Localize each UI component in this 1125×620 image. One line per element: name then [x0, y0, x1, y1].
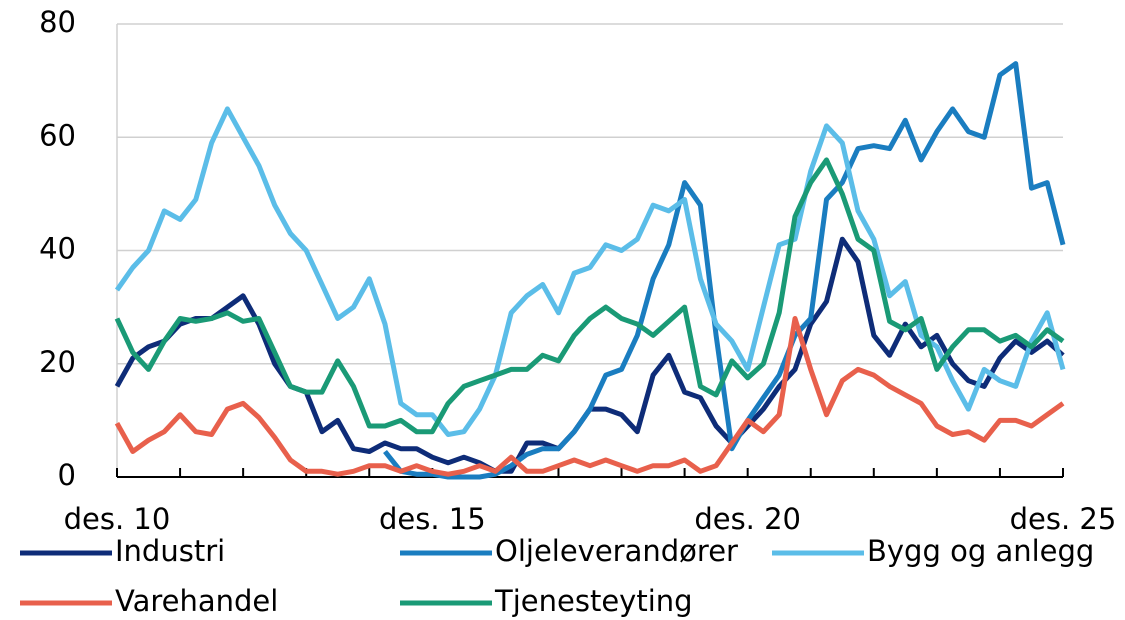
- series-line: [114, 236, 1065, 474]
- series-line: [383, 61, 1066, 480]
- legend-label: Tjenesteyting: [494, 584, 693, 618]
- legend-label: Varehandel: [115, 584, 278, 618]
- x-tick-label: des. 20: [694, 502, 801, 536]
- legend-label: Oljeleverandører: [495, 534, 738, 568]
- y-tick-label: 40: [39, 232, 76, 266]
- x-tick-label: des. 10: [64, 502, 171, 536]
- series-line: [114, 157, 1065, 435]
- y-tick-label: 80: [39, 5, 76, 39]
- series-line: [114, 316, 1065, 477]
- y-tick-label: 20: [39, 345, 76, 379]
- x-tick-label: des. 25: [1010, 502, 1117, 536]
- y-tick-label: 60: [39, 118, 76, 152]
- series-line: [114, 106, 1066, 437]
- x-tick-label: des. 15: [379, 502, 486, 536]
- y-tick-label: 0: [58, 458, 76, 492]
- legend-label: Industri: [115, 534, 225, 568]
- legend-label: Bygg og anlegg: [867, 534, 1094, 568]
